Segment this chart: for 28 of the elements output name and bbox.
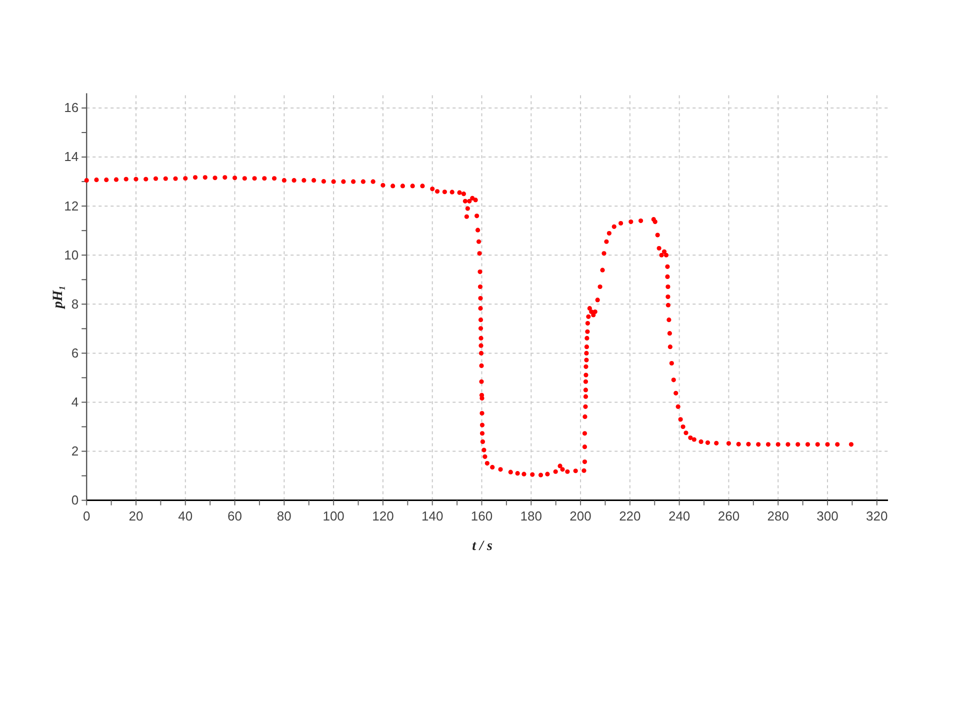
- x-tick-label: 80: [276, 508, 292, 524]
- x-tick-label: 220: [619, 508, 641, 524]
- x-tick-label: 180: [520, 508, 542, 524]
- x-axis-title: t / s: [472, 539, 493, 554]
- x-tick-label: 280: [767, 508, 789, 524]
- y-tick-label: 10: [64, 247, 79, 262]
- y-tick-label: 8: [71, 296, 79, 312]
- x-tick-label: 260: [718, 508, 740, 524]
- x-tick-label: 300: [816, 508, 838, 524]
- x-tick-label: 200: [570, 508, 592, 524]
- x-tick-label: 320: [866, 508, 888, 524]
- x-tick-label: 40: [178, 508, 193, 524]
- x-tick-label: 20: [128, 508, 144, 524]
- y-tick-label: 2: [71, 443, 79, 458]
- y-tick-label: 0: [71, 492, 79, 508]
- x-tick-label: 240: [668, 508, 690, 524]
- x-tick-label: 160: [470, 508, 493, 524]
- y-tick-label: 4: [71, 394, 79, 410]
- y-tick-label: 6: [71, 345, 79, 360]
- x-tick-label: 100: [322, 508, 344, 524]
- x-tick-label: 120: [372, 508, 394, 524]
- y-tick-label: 14: [64, 149, 79, 164]
- x-tick-label: 60: [228, 508, 242, 524]
- x-tick-label: 140: [422, 508, 444, 524]
- y-axis-title: pH₁: [51, 285, 66, 310]
- y-tick-label: 16: [64, 100, 79, 116]
- x-tick-label: 0: [82, 508, 90, 524]
- y-tick-label: 12: [64, 198, 79, 214]
